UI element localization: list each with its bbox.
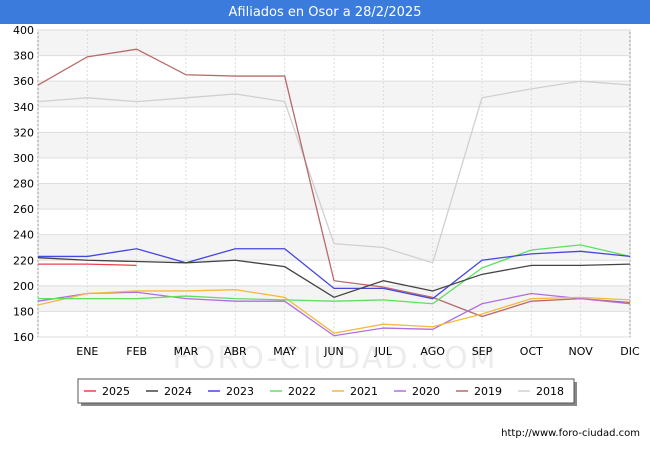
- series-lines: [37, 48, 631, 337]
- legend-label-2019: 2019: [474, 385, 502, 398]
- x-tick-label: MAR: [174, 345, 199, 358]
- chart-title: Afiliados en Osor a 28/2/2025: [0, 0, 650, 24]
- grid-lines: [37, 29, 631, 338]
- footer-url: http://www.foro-ciudad.com: [501, 428, 640, 439]
- y-tick-label: 400: [13, 24, 34, 37]
- x-axis: ENE FEB MAR ABR MAY JUN JUL AGO SEP OCT NOV DIC: [76, 345, 640, 358]
- series-line-2024: [37, 257, 631, 299]
- legend-label-2021: 2021: [350, 385, 378, 398]
- x-tick-label: ENE: [76, 345, 98, 358]
- y-tick-label: 320: [13, 126, 34, 139]
- y-axis: 160 180 200 220 240 260 280 300 320 340 360 380 400: [13, 24, 34, 344]
- y-tick-label: 180: [13, 305, 34, 318]
- y-tick-label: 240: [13, 229, 34, 242]
- x-tick-label: ABR: [224, 345, 247, 358]
- x-tick-label: FEB: [126, 345, 147, 358]
- x-tick-label: NOV: [569, 345, 594, 358]
- legend-box: [77, 378, 575, 404]
- y-tick-label: 300: [13, 152, 34, 165]
- y-tick-label: 220: [13, 254, 34, 267]
- y-tick-label: 380: [13, 50, 34, 63]
- plot-band: [38, 132, 630, 158]
- x-tick-label: SEP: [472, 345, 493, 358]
- legend: 2025 2024 2023 2022 2021 2020 2019 2018: [77, 378, 577, 406]
- legend-label-2022: 2022: [288, 385, 316, 398]
- y-tick-label: 260: [13, 203, 34, 216]
- series-line-2018: [37, 80, 631, 264]
- series-line-2023: [38, 248, 631, 300]
- x-tick-label: OCT: [520, 345, 543, 358]
- x-tick-label: JUN: [323, 345, 344, 358]
- series-line-2022: [38, 244, 631, 305]
- series-line-2025: [38, 263, 137, 267]
- x-tick-label: AGO: [420, 345, 445, 358]
- series-line-2019: [37, 48, 631, 318]
- x-tick-label: JUL: [374, 345, 393, 358]
- y-tick-label: 160: [13, 331, 34, 344]
- legend-label-2025: 2025: [102, 385, 130, 398]
- series-line-2020: [37, 291, 631, 337]
- x-tick-label: DIC: [620, 345, 640, 358]
- y-tick-label: 200: [13, 280, 34, 293]
- legend-label-2020: 2020: [412, 385, 440, 398]
- x-tick-label: MAY: [273, 345, 296, 358]
- y-tick-label: 340: [13, 101, 34, 114]
- y-tick-label: 360: [13, 75, 34, 88]
- legend-label-2023: 2023: [226, 385, 254, 398]
- legend-label-2018: 2018: [536, 385, 564, 398]
- series-line-2021: [37, 289, 631, 334]
- watermark: FORO-CIUDAD.COM: [173, 341, 498, 376]
- plot-band: [38, 260, 630, 286]
- legend-label-2024: 2024: [164, 385, 192, 398]
- y-tick-label: 280: [13, 178, 34, 191]
